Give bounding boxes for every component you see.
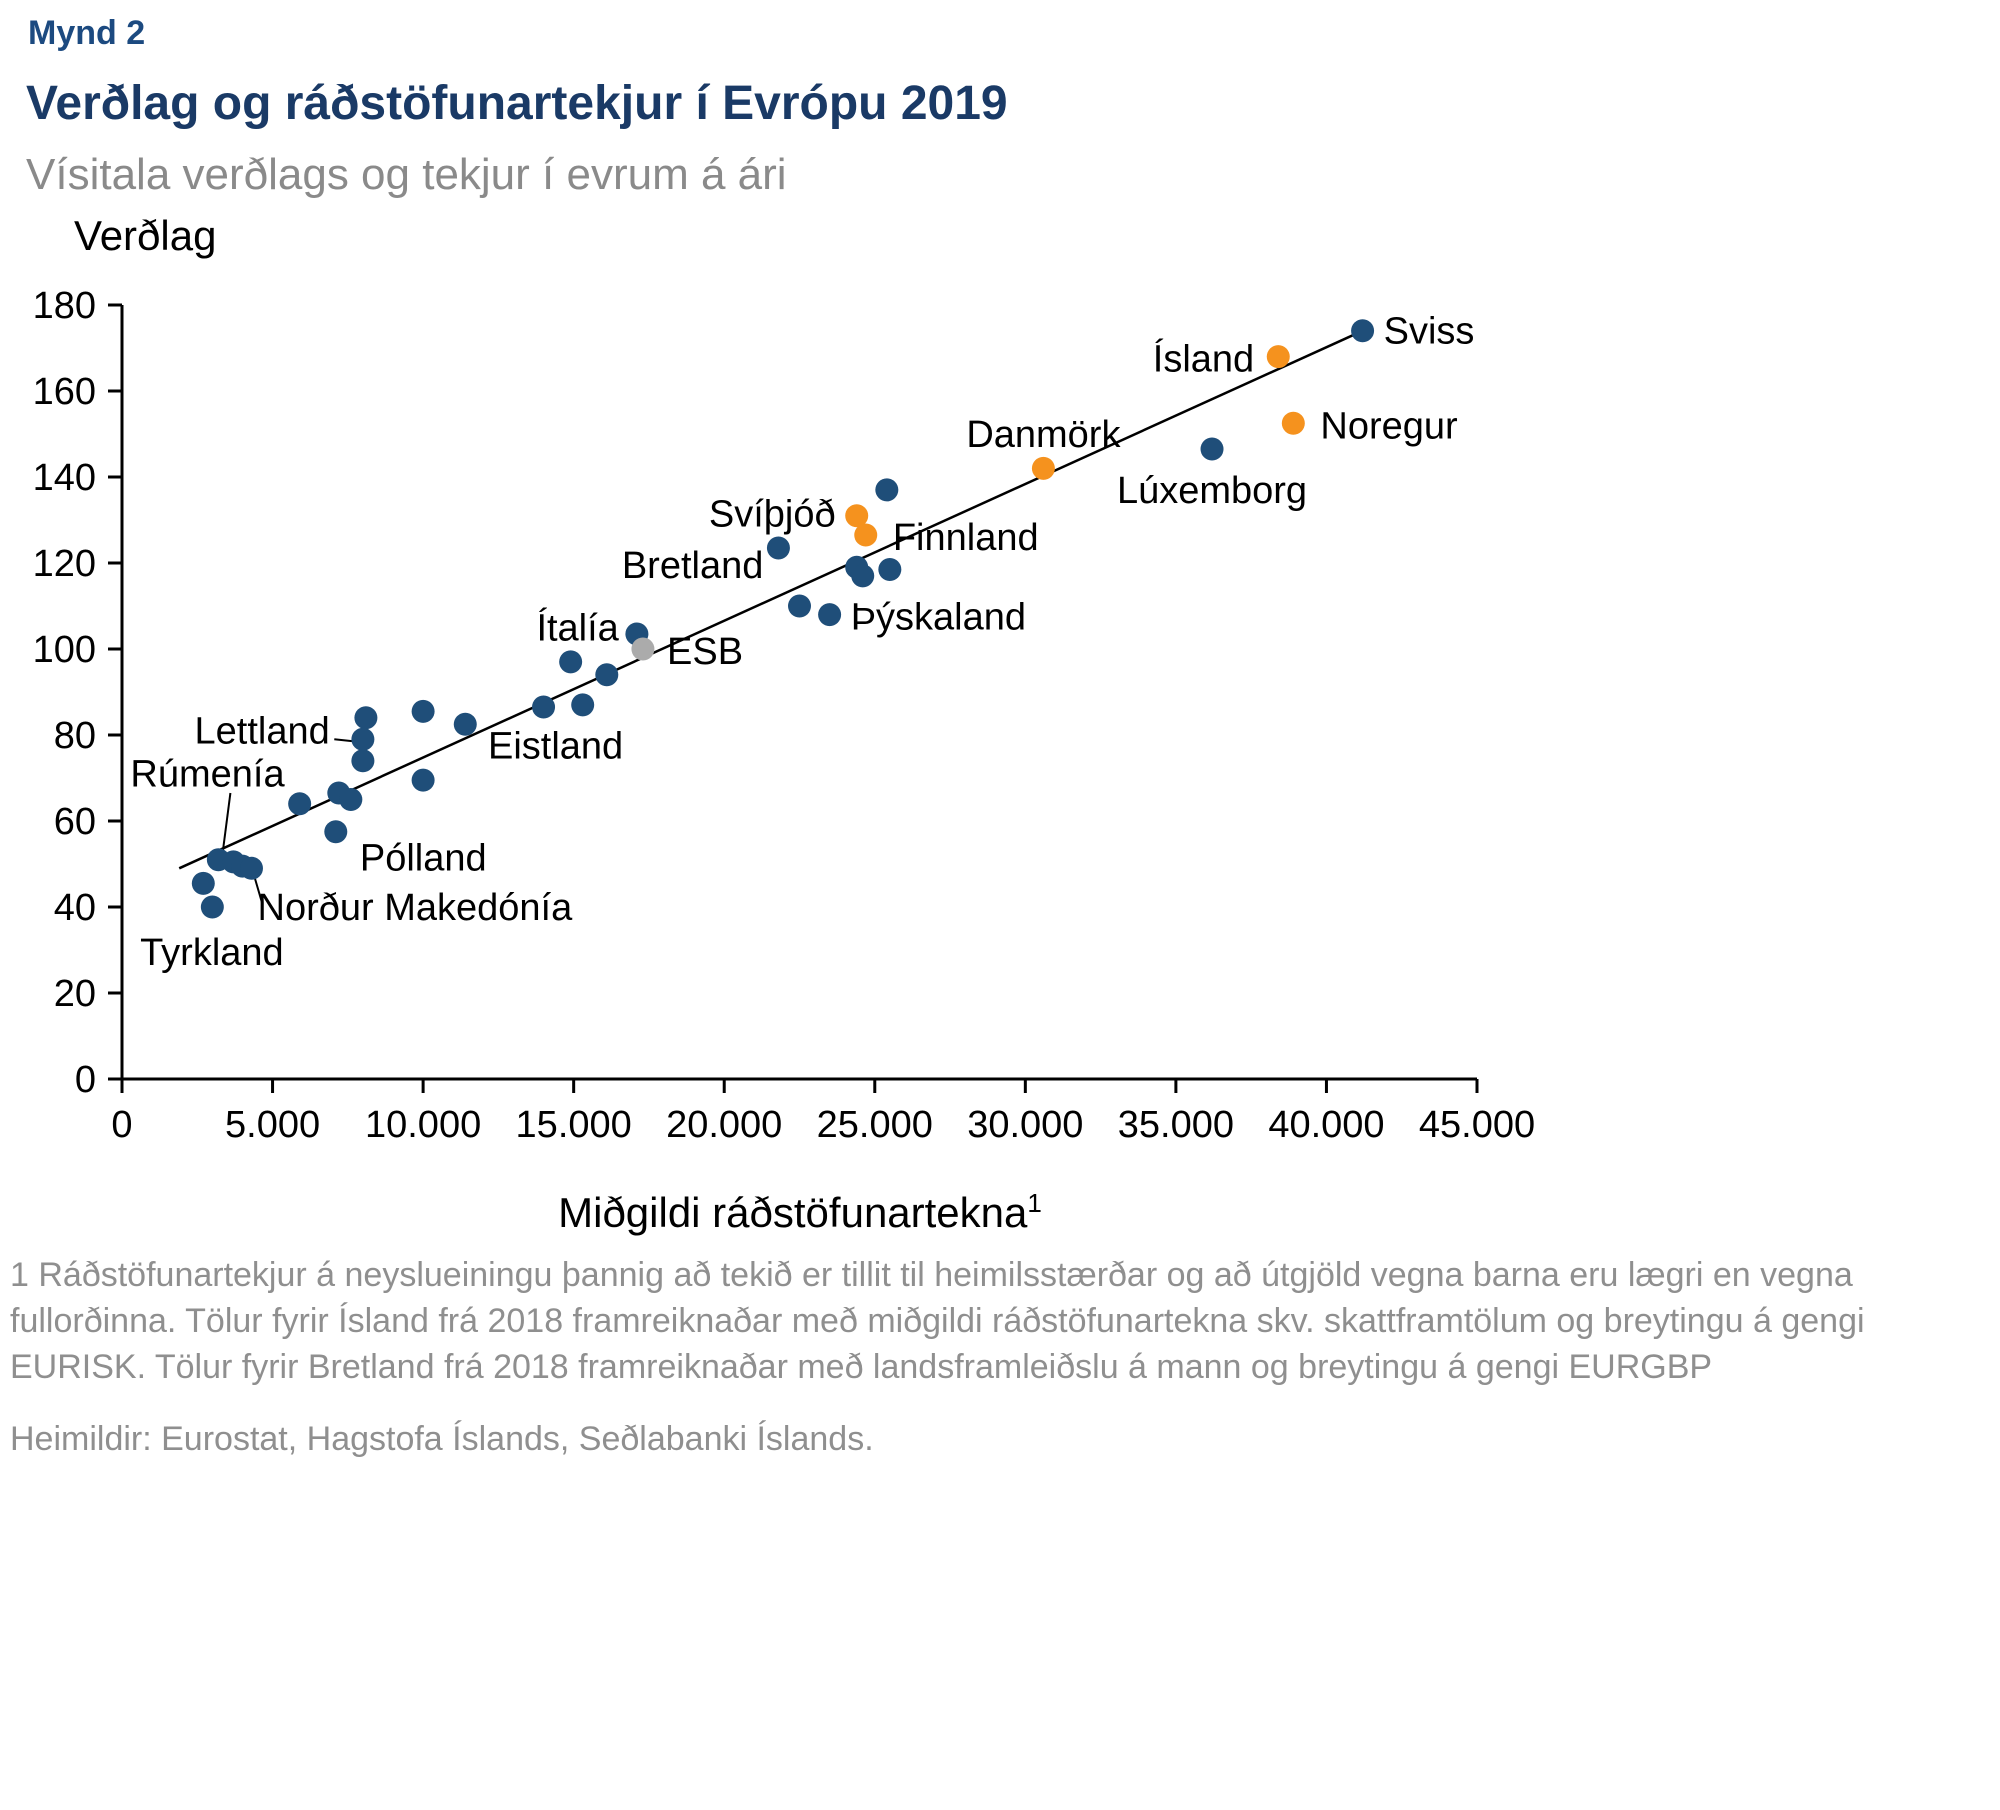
data-point	[351, 727, 375, 751]
y-tick-label: 180	[33, 285, 96, 327]
data-point	[411, 768, 435, 792]
x-tick-label: 15.000	[516, 1104, 632, 1146]
data-point	[354, 706, 378, 730]
data-point	[1200, 437, 1224, 461]
data-point	[571, 693, 595, 717]
point-label: Tyrkland	[140, 932, 284, 974]
x-tick-label: 35.000	[1118, 1104, 1234, 1146]
x-tick-label: 30.000	[967, 1104, 1083, 1146]
x-axis-title-footnote-marker: 1	[1027, 1188, 1042, 1218]
point-label: Þýskaland	[851, 597, 1026, 639]
data-point	[239, 856, 263, 880]
scatter-plot: 0 20 40 60 80 100 120 140 160 180 0 5.000 10.000 15.0…	[33, 285, 1536, 1146]
x-tick-label: 20.000	[666, 1104, 782, 1146]
y-tick-label: 120	[33, 543, 96, 585]
y-tick-label: 20	[54, 973, 96, 1015]
x-tick-label: 10.000	[365, 1104, 481, 1146]
point-label: Lettland	[195, 711, 330, 753]
data-point	[324, 820, 348, 844]
point-label: Bretland	[622, 545, 764, 587]
data-point	[1281, 411, 1305, 435]
data-point	[351, 749, 375, 773]
data-point	[559, 650, 583, 674]
chart-subtitle: Vísitala verðlags og tekjur í evrum á ár…	[26, 150, 787, 199]
x-tick-label: 45.000	[1419, 1104, 1535, 1146]
data-point	[1031, 456, 1055, 480]
point-label: Noregur	[1320, 405, 1458, 447]
x-axis-title-text: Miðgildi ráðstöfunartekna	[558, 1189, 1028, 1236]
data-point	[788, 594, 811, 618]
point-label: ESB	[667, 631, 743, 673]
point-label: Svíþjóð	[709, 493, 836, 535]
data-point	[411, 699, 435, 723]
data-point	[595, 663, 619, 687]
y-tick-label: 0	[75, 1059, 96, 1101]
data-point	[532, 695, 556, 719]
label-leader-line	[221, 792, 232, 852]
trend-line	[178, 329, 1364, 870]
data-point	[200, 895, 224, 919]
point-label: Eistland	[488, 726, 623, 768]
y-tick-label: 80	[54, 715, 96, 757]
data-point	[818, 603, 842, 627]
sources: Heimildir: Eurostat, Hagstofa Íslands, S…	[10, 1420, 874, 1458]
point-label: Finnland	[893, 517, 1039, 559]
point-label: Danmörk	[966, 414, 1121, 456]
data-point	[453, 712, 477, 736]
data-point	[766, 536, 790, 560]
point-label: Norður Makedónía	[258, 887, 574, 929]
y-tick-label: 160	[33, 371, 96, 413]
data-point	[875, 478, 899, 502]
data-point	[288, 792, 312, 816]
data-point	[339, 788, 363, 811]
y-tick-label: 40	[54, 887, 96, 929]
figure-label: Mynd 2	[28, 14, 146, 52]
x-tick-label: 5.000	[225, 1104, 320, 1146]
data-point	[631, 637, 655, 661]
y-tick-label: 140	[33, 457, 96, 499]
point-label: Sviss	[1384, 311, 1475, 353]
label-leader-line	[253, 876, 263, 903]
data-point	[851, 564, 875, 588]
point-label: Pólland	[360, 837, 487, 879]
footnote: 1 Ráðstöfunartekjur á neyslueiningu þann…	[10, 1256, 1865, 1387]
data-point	[191, 871, 215, 895]
data-point	[1266, 345, 1290, 369]
y-tick-label: 100	[33, 629, 96, 671]
x-tick-label: 25.000	[817, 1104, 933, 1146]
x-tick-label: 0	[111, 1104, 132, 1146]
data-point	[854, 523, 878, 547]
x-axis-title: Miðgildi ráðstöfunartekna1	[122, 1188, 1478, 1237]
data-point	[878, 557, 902, 581]
chart-title: Verðlag og ráðstöfunartekjur í Evrópu 20…	[26, 77, 1008, 130]
point-label: Ítalía	[536, 606, 619, 649]
x-tick-label: 40.000	[1268, 1104, 1384, 1146]
point-label: Rúmenía	[130, 754, 285, 796]
y-tick-label: 60	[54, 801, 96, 843]
data-point	[845, 504, 869, 528]
data-point	[1351, 319, 1375, 343]
point-label: Ísland	[1153, 338, 1254, 381]
point-label: Lúxemborg	[1117, 470, 1307, 512]
y-axis-title: Verðlag	[74, 212, 217, 259]
